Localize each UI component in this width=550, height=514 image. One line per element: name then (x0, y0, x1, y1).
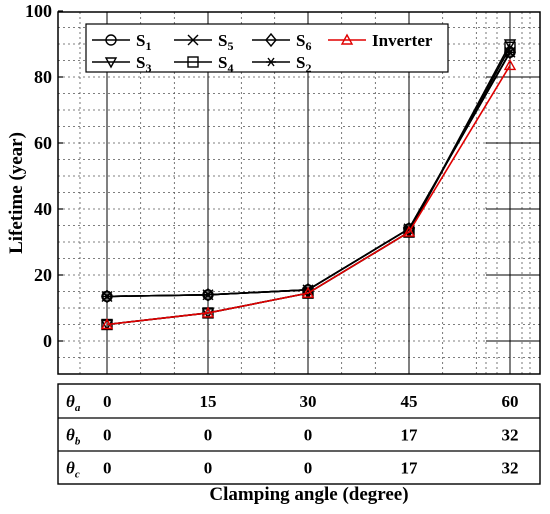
x-axis-label: Clamping angle (degree) (209, 484, 408, 505)
table-cell: 30 (300, 392, 317, 411)
table-row-label: θc (66, 459, 80, 481)
series-line (106, 65, 511, 326)
legend-label-sub: 2 (305, 61, 311, 75)
data-point (102, 292, 112, 301)
marker-x (187, 34, 199, 46)
table-cell: 0 (304, 459, 313, 478)
data-point (402, 225, 416, 237)
marker-triangle-up (503, 59, 517, 71)
legend-label-sub: 4 (227, 61, 233, 75)
y-axis-label: Lifetime (year) (6, 132, 27, 254)
marker-triangle-up (100, 318, 114, 330)
table-cell: 0 (103, 392, 112, 411)
table-cell: 0 (204, 426, 213, 445)
marker-triangle-down (104, 57, 118, 69)
table-cell: 0 (304, 426, 313, 445)
y-tick-label: 80 (34, 67, 52, 87)
table-cell: 32 (502, 426, 519, 445)
legend-label-sub: 3 (145, 61, 151, 75)
marker-square (187, 56, 199, 68)
table-cell: 0 (204, 459, 213, 478)
y-tick-label: 20 (34, 265, 52, 285)
marker-asterisk (103, 292, 111, 301)
legend-entry: S3 (92, 53, 151, 75)
table-cell: 15 (200, 392, 217, 411)
table-row-label-sub: c (75, 469, 80, 481)
data-point (202, 287, 214, 302)
table-cell: 32 (502, 459, 519, 478)
table-frame (57, 383, 541, 485)
legend-box (85, 23, 449, 73)
y-tick-label: 100 (25, 1, 52, 21)
table-row-label-sub: a (75, 402, 81, 414)
table-cell: 60 (502, 392, 519, 411)
y-ticks: 0 20 40 60 80 100 (25, 1, 63, 351)
marker-asterisk (267, 57, 275, 67)
legend-label-sub: 5 (227, 39, 233, 53)
marker-triangle-up (201, 306, 215, 318)
table-row-label: θa (66, 392, 81, 414)
data-point (203, 290, 213, 300)
y-tick-label: 60 (34, 133, 52, 153)
angle-table: θa 0 15 30 45 60 θb 0 0 0 17 32 θc 0 0 0 17 32 (57, 383, 541, 485)
table-cell: 0 (103, 426, 112, 445)
marker-triangle-up (340, 33, 354, 45)
data-point (504, 41, 516, 53)
data-point (301, 286, 315, 298)
table-cell: 45 (401, 392, 418, 411)
data-point (101, 289, 113, 304)
y-tick-label: 40 (34, 199, 52, 219)
marker-square (504, 41, 516, 53)
grid (58, 12, 540, 374)
marker-circle (105, 34, 117, 46)
marker-diamond (265, 32, 277, 48)
data-point (201, 306, 215, 318)
legend-entry: Inverter (328, 31, 433, 50)
marker-triangle-up (402, 225, 416, 237)
plot-frame (57, 11, 541, 375)
data-point (503, 39, 517, 51)
y-tick-label: 0 (43, 331, 52, 351)
legend-label: Inverter (372, 31, 433, 50)
marker-diamond (101, 289, 113, 304)
legend-entry: S2 (252, 53, 311, 75)
series-layer (100, 39, 517, 331)
legend-label-sub: 1 (145, 39, 151, 53)
legend-label-sub: 6 (305, 39, 311, 53)
data-point (503, 59, 517, 71)
table-cell: 17 (401, 459, 419, 478)
table-row-label: θb (66, 426, 81, 448)
table-cell: 17 (401, 426, 419, 445)
data-point (100, 318, 114, 330)
table-row-label-sub: b (75, 436, 81, 448)
marker-triangle-up (301, 286, 315, 298)
table-cell: 0 (103, 459, 112, 478)
marker-diamond (202, 287, 214, 302)
marker-triangle-down (503, 39, 517, 51)
series-inverter (100, 59, 517, 330)
marker-asterisk (204, 290, 212, 300)
